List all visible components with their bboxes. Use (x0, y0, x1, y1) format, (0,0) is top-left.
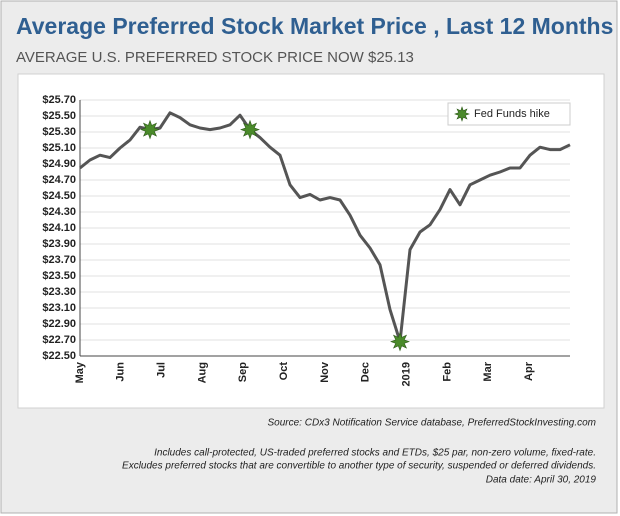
x-tick-label: Dec (360, 362, 372, 382)
y-tick-label: $23.10 (42, 302, 76, 314)
legend: Fed Funds hike (447, 102, 571, 126)
chart-title: Average Preferred Stock Market Price , L… (16, 13, 613, 39)
note: Data date: April 30, 2019 (486, 475, 597, 486)
note: Includes call-protected, US-traded prefe… (154, 448, 596, 459)
y-tick-label: $24.30 (42, 206, 76, 218)
x-tick-label: Aug (196, 362, 208, 383)
x-tick-label: Jun (115, 362, 127, 382)
plot-box (17, 73, 605, 409)
y-tick-label: $25.30 (42, 126, 76, 138)
y-tick-label: $24.10 (42, 222, 76, 234)
y-tick-label: $24.50 (42, 190, 76, 202)
marker (240, 119, 260, 140)
x-tick-label: Oct (278, 362, 290, 381)
chart-subtitle: AVERAGE U.S. PREFERRED STOCK PRICE NOW $… (16, 49, 414, 66)
y-tick-label: $25.10 (42, 142, 76, 154)
x-tick-label: Feb (441, 362, 453, 382)
x-tick-label: Mar (482, 361, 494, 381)
x-tick-label: Jul (156, 362, 168, 378)
y-tick-label: $23.70 (42, 254, 76, 266)
y-tick-label: $24.90 (42, 158, 76, 170)
x-tick-label: Apr (523, 361, 535, 381)
marker (390, 331, 410, 352)
y-tick-label: $25.70 (42, 94, 76, 106)
x-tick-label: May (74, 361, 86, 383)
line (79, 111, 571, 344)
y-tick-label: $23.50 (42, 270, 76, 282)
y-tick-label: $22.70 (42, 334, 76, 346)
y-tick-label: $24.70 (42, 174, 76, 186)
x-tick-label: Sep (237, 362, 249, 382)
legend-symbol (454, 106, 470, 122)
y-tick-label: $22.90 (42, 318, 76, 330)
source: Source: CDx3 Notification Service databa… (268, 418, 597, 429)
legend-label: Fed Funds hike (474, 108, 550, 120)
marker (140, 119, 160, 140)
note: Excludes preferred stocks that are conve… (122, 461, 596, 472)
x-tick-label: 2019 (401, 362, 413, 386)
y-tick-label: $23.30 (42, 286, 76, 298)
legend-box (447, 102, 571, 126)
x-tick-label: Nov (319, 361, 331, 383)
y-tick-label: $25.50 (42, 110, 76, 122)
y-tick-label: $22.50 (42, 350, 76, 362)
y-tick-label: $23.90 (42, 238, 76, 250)
